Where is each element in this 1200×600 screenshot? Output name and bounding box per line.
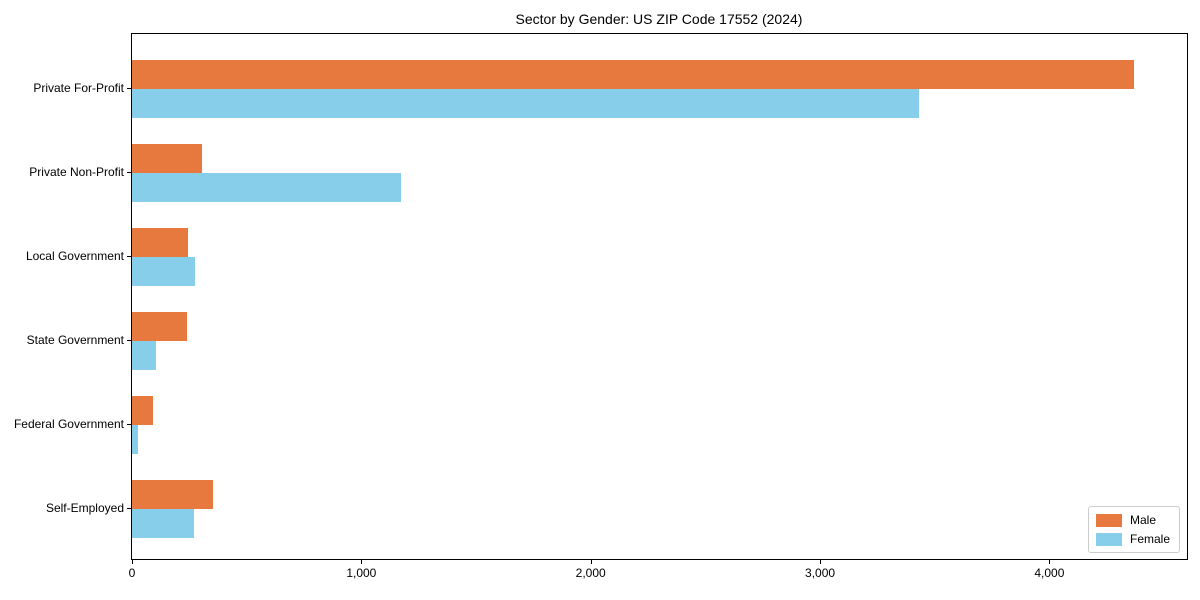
y-tick-mark [127, 256, 131, 257]
x-tick-mark [590, 560, 592, 564]
x-tick-mark [1049, 560, 1051, 564]
legend-label-male: Male [1129, 513, 1156, 527]
bar-female-private-non-profit [132, 173, 401, 202]
bar-female-federal-government [132, 425, 138, 454]
bar-male-federal-government [132, 396, 153, 425]
y-tick-label: Local Government [25, 249, 124, 263]
y-tick-label: Federal Government [13, 417, 124, 431]
y-tick-mark [127, 508, 131, 509]
bar-female-state-government [132, 341, 156, 370]
y-tick-label: State Government [26, 333, 124, 347]
y-tick-label: Private For-Profit [33, 81, 124, 95]
legend-entry-female: Female [1095, 532, 1170, 546]
x-tick-mark [132, 560, 133, 564]
x-tick-label: 1,000 [346, 566, 377, 580]
x-tick-mark [820, 560, 822, 564]
bar-female-private-for-profit [132, 89, 919, 118]
legend: Male Female [1087, 506, 1180, 553]
x-tick-label: 2,000 [575, 566, 606, 580]
plot-area: Male Female [131, 33, 1188, 560]
bar-male-private-for-profit [132, 60, 1134, 89]
x-tick-mark [361, 560, 363, 564]
legend-swatch-female-icon [1095, 532, 1122, 546]
x-tick-label: 4,000 [1034, 566, 1065, 580]
chart-title: Sector by Gender: US ZIP Code 17552 (202… [515, 11, 803, 27]
y-tick-label: Private Non-Profit [29, 165, 124, 179]
bar-male-private-non-profit [132, 144, 202, 173]
legend-swatch-male-icon [1095, 513, 1122, 527]
bar-female-local-government [132, 257, 195, 286]
y-tick-mark [127, 88, 131, 89]
bar-male-local-government [132, 228, 188, 257]
bar-female-self-employed [132, 509, 194, 538]
y-tick-label: Self-Employed [45, 501, 124, 515]
bar-male-state-government [132, 312, 187, 341]
legend-label-female: Female [1129, 532, 1170, 546]
legend-entry-male: Male [1095, 513, 1170, 527]
x-tick-label: 0 [128, 566, 136, 580]
y-tick-mark [127, 424, 131, 425]
x-tick-label: 3,000 [805, 566, 836, 580]
bar-male-self-employed [132, 480, 213, 509]
y-tick-mark [127, 340, 131, 341]
y-tick-mark [127, 172, 131, 173]
